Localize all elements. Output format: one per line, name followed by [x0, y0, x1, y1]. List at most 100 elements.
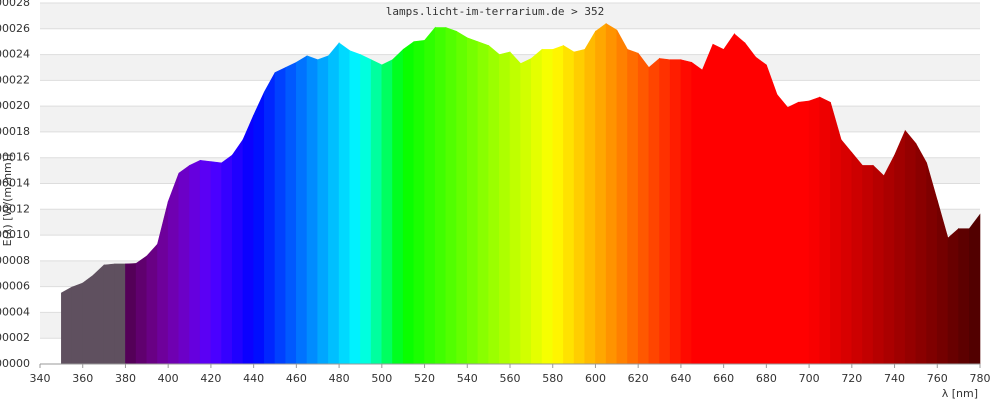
- spectrum-strip: [402, 41, 415, 365]
- spectrum-strip: [659, 58, 671, 365]
- spectrum-strip: [680, 59, 692, 365]
- spectrum-strip: [712, 43, 724, 365]
- spectrum-strip: [445, 27, 457, 365]
- spectrum-strip: [627, 48, 639, 365]
- spectrum-strip: [466, 37, 479, 365]
- spectrum-strip: [285, 61, 297, 365]
- spectrum-strip: [755, 56, 767, 365]
- y-tick-label: 0.00010: [0, 228, 30, 241]
- spectrum-strip: [424, 26, 436, 365]
- spectrum-strip: [904, 129, 917, 365]
- y-tick-label: 0.00026: [0, 22, 30, 35]
- spectrum-strip: [381, 59, 393, 365]
- spectrum-strip: [520, 57, 532, 365]
- spectrum-strip: [499, 51, 511, 365]
- x-tick-label: 460: [286, 372, 307, 385]
- spectrum-strip: [392, 48, 404, 365]
- y-tick-label: 0.00018: [0, 125, 30, 138]
- spectrum-strip: [93, 264, 105, 365]
- x-tick-label: 720: [841, 372, 862, 385]
- spectrum-strip: [328, 42, 340, 365]
- spectrum-strip: [488, 44, 500, 365]
- y-tick-label: 0.00004: [0, 305, 30, 318]
- x-tick-label: 620: [628, 372, 649, 385]
- y-tick-label: 0.00006: [0, 280, 30, 293]
- spectrum-strip: [616, 29, 628, 365]
- spectrum-strip: [264, 72, 276, 365]
- spectrum-strip: [894, 130, 906, 365]
- spectrum-strip: [317, 55, 329, 365]
- x-tick-label: 740: [884, 372, 905, 385]
- spectrum-strip: [883, 154, 895, 365]
- spectrum-strip: [734, 33, 746, 365]
- spectrum-strip: [274, 66, 286, 365]
- spectrum-strip: [830, 102, 842, 365]
- spectrum-strip: [71, 282, 84, 365]
- spectrum-strip: [199, 159, 212, 365]
- spectrum-strip: [744, 42, 756, 365]
- spectrum-strip: [915, 143, 927, 365]
- spectrum-strip: [701, 44, 714, 365]
- x-tick-label: 600: [585, 372, 606, 385]
- x-axis-label: λ [nm]: [942, 387, 978, 400]
- y-tick-label: 0.00028: [0, 0, 30, 9]
- x-tick-label: 380: [115, 372, 136, 385]
- spectrum-strip: [541, 49, 554, 365]
- y-axis-label: E(λ) [W/(m2nm)]: [1, 154, 14, 247]
- spectrum-strip: [167, 173, 180, 365]
- spectrum-strip: [434, 27, 447, 365]
- x-tick-label: 680: [756, 372, 777, 385]
- spectrum-strip: [146, 243, 158, 365]
- spectrum: [61, 23, 981, 365]
- spectrum-strip: [135, 255, 148, 365]
- spectrum-strip: [669, 59, 682, 365]
- x-tick-label: 660: [713, 372, 734, 385]
- spectrum-strip: [573, 49, 586, 365]
- spectrum-strip: [776, 93, 789, 365]
- spectrum-strip: [61, 286, 73, 365]
- x-tick-label: 580: [542, 372, 563, 385]
- x-tick-label: 640: [670, 372, 691, 385]
- spectrum-strip: [958, 228, 970, 365]
- x-tick-label: 400: [158, 372, 179, 385]
- spectrum-strip: [210, 161, 222, 365]
- spectrum-strip: [338, 42, 351, 365]
- spectrum-strip: [637, 52, 650, 365]
- x-tick-label: 760: [927, 372, 948, 385]
- y-tick-label: 0.00008: [0, 254, 30, 267]
- grid-band: [40, 28, 980, 55]
- spectrum-strip: [82, 274, 94, 365]
- spectrum-strip: [242, 115, 254, 365]
- spectrum-strip: [456, 30, 468, 365]
- spectrum-strip: [221, 154, 233, 365]
- spectrum-strip: [787, 101, 799, 365]
- spectrum-strip: [766, 64, 778, 365]
- x-tick-label: 420: [200, 372, 221, 385]
- x-tick-label: 340: [30, 372, 51, 385]
- spectrum-strip: [872, 164, 885, 365]
- spectrum-strip: [840, 138, 853, 365]
- spectrum-strip: [552, 45, 564, 365]
- spectrum-strip: [862, 165, 874, 365]
- spectrum-strip: [349, 50, 361, 365]
- spectrum-strip: [125, 263, 137, 365]
- y-tick-label: 0.00024: [0, 48, 30, 61]
- x-tick-label: 500: [371, 372, 392, 385]
- spectrum-strip: [296, 55, 308, 365]
- x-tick-label: 780: [970, 372, 991, 385]
- spectrum-strip: [306, 55, 319, 365]
- spectrum-strip: [509, 51, 521, 365]
- spectrum-strip: [477, 41, 489, 365]
- spectrum-strip: [723, 32, 735, 365]
- y-tick-label: 0.00016: [0, 151, 30, 164]
- spectrum-strip: [947, 227, 959, 365]
- y-tick-label: 0.00014: [0, 177, 30, 190]
- x-tick-label: 520: [414, 372, 435, 385]
- spectrum-strip: [648, 57, 660, 365]
- x-tick-label: 700: [799, 372, 820, 385]
- x-tick-label: 360: [72, 372, 93, 385]
